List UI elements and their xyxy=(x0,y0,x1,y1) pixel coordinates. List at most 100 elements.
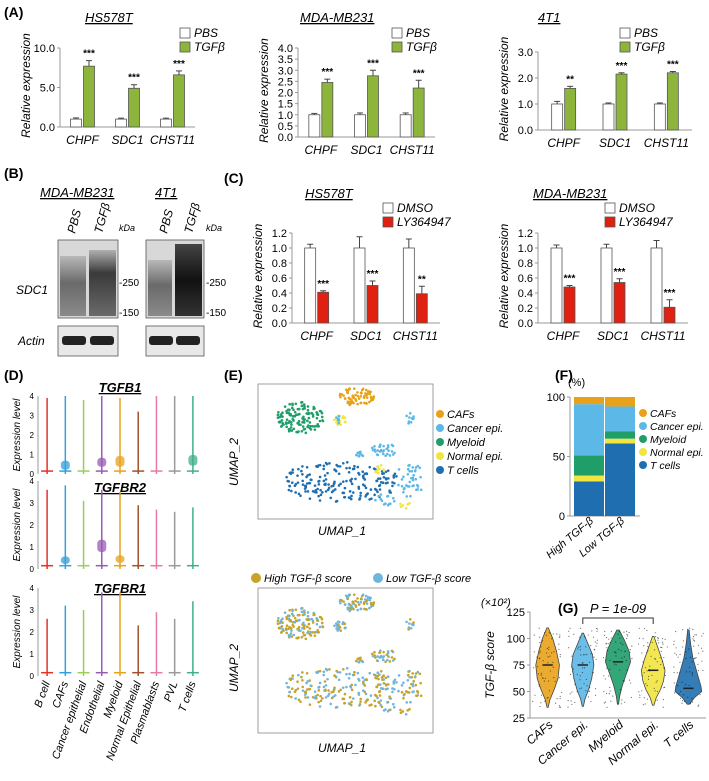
umap-point xyxy=(351,491,355,494)
umap-point xyxy=(363,684,367,687)
umap-point xyxy=(332,482,336,486)
jitter-point xyxy=(579,675,581,677)
x-tick-label: SDC1 xyxy=(597,329,629,343)
umap-point xyxy=(293,620,297,624)
umap-point xyxy=(305,412,308,415)
umap-point xyxy=(416,464,420,468)
umap-point xyxy=(306,419,309,423)
umap-point xyxy=(339,688,342,692)
umap-point xyxy=(339,629,343,632)
jitter-point xyxy=(661,641,664,643)
umap-point xyxy=(407,422,410,425)
jitter-point xyxy=(594,694,597,696)
umap-point xyxy=(393,481,396,485)
umap-point xyxy=(290,406,294,410)
umap-point xyxy=(392,476,396,479)
umap-point xyxy=(393,451,396,455)
jitter-point xyxy=(545,634,547,636)
stacked-segment xyxy=(574,397,604,405)
umap-point xyxy=(337,627,341,631)
jitter-point xyxy=(656,637,659,639)
y-axis-label: Relative expression xyxy=(19,33,33,138)
jitter-point xyxy=(588,690,591,692)
umap-point xyxy=(296,687,300,690)
umap-point xyxy=(384,454,387,458)
jitter-point xyxy=(571,691,573,693)
umap-point xyxy=(374,704,377,708)
umap-point xyxy=(297,419,301,423)
y-tick-label: 1 xyxy=(30,543,35,552)
umap-point xyxy=(374,498,377,502)
umap-point xyxy=(378,683,382,686)
jitter-point xyxy=(588,661,591,663)
umap-points-bottom xyxy=(276,593,423,716)
umap-point xyxy=(350,482,354,486)
umap-point xyxy=(357,454,360,458)
umap-point xyxy=(343,692,347,696)
jitter-point xyxy=(596,642,598,644)
umap-point xyxy=(384,477,388,481)
umap-point xyxy=(320,617,324,621)
umap-point xyxy=(338,671,342,674)
umap-point xyxy=(335,622,338,625)
umap-point xyxy=(304,484,308,488)
umap-point xyxy=(361,454,365,458)
jitter-point xyxy=(553,651,555,653)
jitter-point xyxy=(647,678,650,680)
umap-point xyxy=(349,497,353,501)
umap-point xyxy=(408,675,411,679)
bar-chart: MDA-MB231 0.00.51.01.52.02.53.03.54.0 Rela… xyxy=(257,10,437,157)
x-tick-label: CHPF xyxy=(304,143,337,157)
umap-point xyxy=(408,686,412,690)
umap-point xyxy=(325,462,329,466)
jitter-point xyxy=(559,656,561,658)
umap-point xyxy=(402,696,405,700)
jitter-point xyxy=(544,677,546,680)
umap-point xyxy=(418,466,422,470)
umap-point xyxy=(286,479,290,483)
bar xyxy=(615,73,628,131)
umap-point xyxy=(357,679,361,682)
jitter-point xyxy=(552,661,554,664)
jitter-point xyxy=(554,680,556,682)
significance-label: *** xyxy=(413,68,425,79)
umap-point xyxy=(335,499,339,503)
jitter-point xyxy=(673,643,675,646)
umap-point xyxy=(287,421,290,425)
legend-label: TGFβ xyxy=(634,40,665,54)
jitter-point xyxy=(701,635,703,637)
umap-point xyxy=(414,477,418,481)
umap-point xyxy=(318,499,322,502)
bar xyxy=(412,87,425,138)
jitter-point xyxy=(559,634,561,636)
jitter-point xyxy=(595,645,597,647)
legend-label: CAFs xyxy=(650,408,677,420)
jitter-point xyxy=(604,630,606,633)
blot-band xyxy=(175,244,202,316)
jitter-point xyxy=(540,646,542,648)
kda-marker: -150 xyxy=(119,308,139,319)
jitter-point xyxy=(656,680,658,682)
umap-point xyxy=(361,483,365,486)
umap-point xyxy=(419,488,423,492)
jitter-point xyxy=(561,691,563,694)
umap-point xyxy=(306,625,309,629)
violin-body xyxy=(60,460,70,470)
y-axis-label: Expression level xyxy=(12,488,23,562)
umap-point xyxy=(337,690,341,693)
jitter-point xyxy=(567,706,569,708)
umap-point xyxy=(368,465,372,469)
kda-label: kDa xyxy=(119,223,135,233)
umap-point xyxy=(395,475,398,478)
umap-point xyxy=(357,660,360,664)
jitter-point xyxy=(556,697,558,700)
jitter-point xyxy=(664,686,666,688)
jitter-point xyxy=(608,638,610,640)
umap-point xyxy=(315,416,319,420)
umap-point xyxy=(352,673,356,677)
y-tick-label: 2 xyxy=(30,628,35,637)
umap-point xyxy=(315,410,318,414)
umap-point xyxy=(345,466,348,470)
umap-point xyxy=(301,479,305,483)
jitter-point xyxy=(538,683,540,686)
